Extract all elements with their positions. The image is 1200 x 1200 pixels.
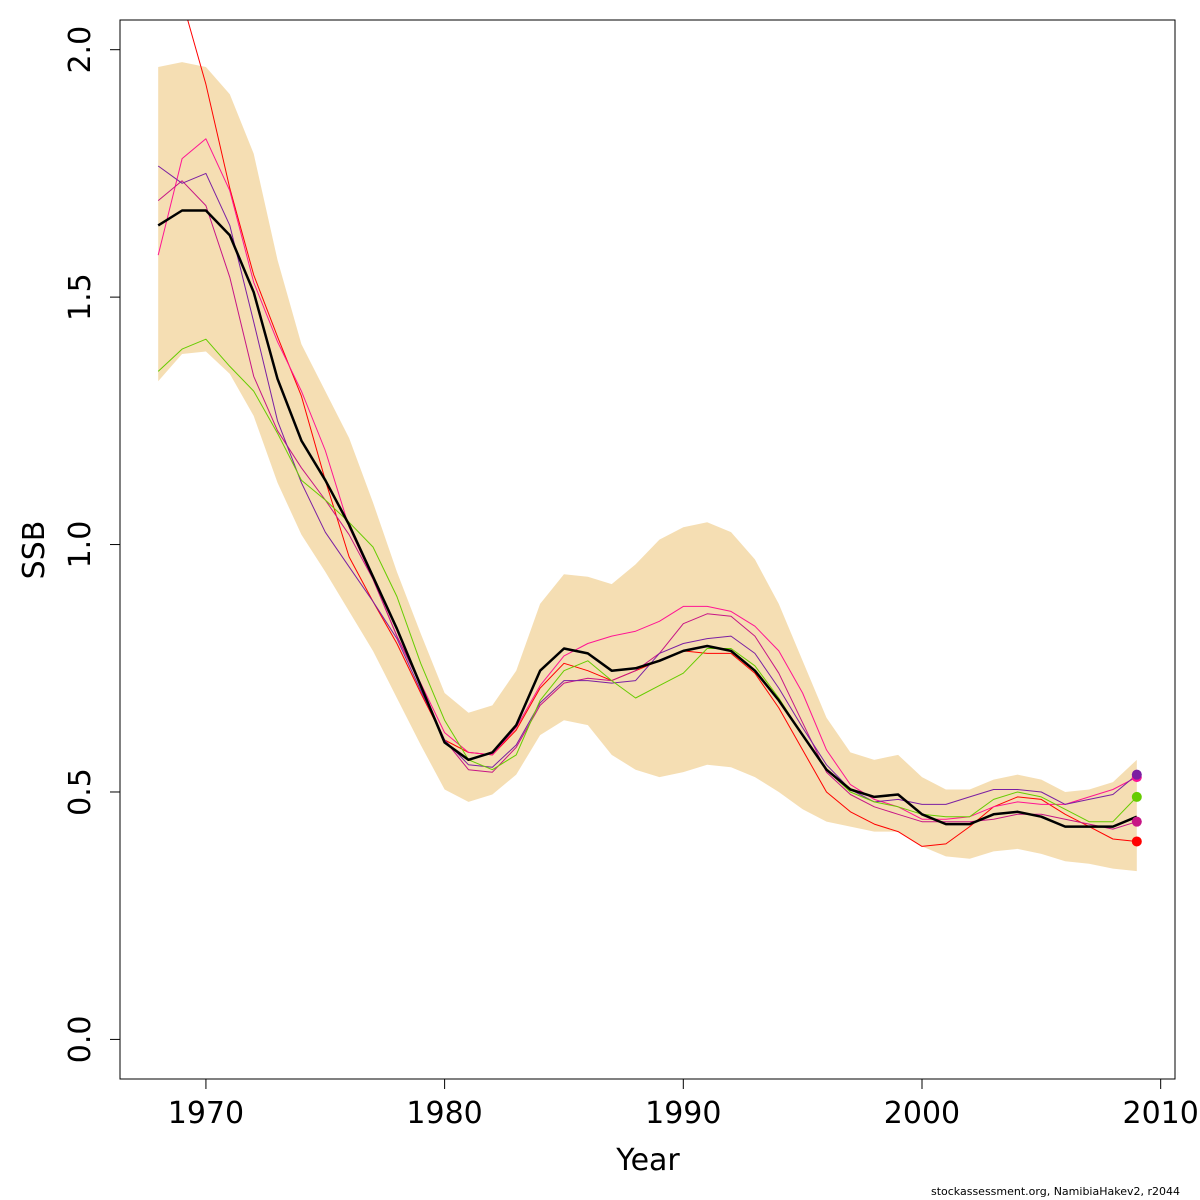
series-line-0 [157, 209, 1138, 828]
x-tick-label-1990: 1990 [645, 1096, 721, 1131]
x-tick-label-2010: 2010 [1122, 1096, 1198, 1131]
y-tick-label-0.5: 0.5 [63, 768, 98, 816]
series-endpoint-5 [1131, 791, 1142, 802]
confidence-band-layer [158, 62, 1137, 872]
series-layer [157, 20, 1138, 847]
y-axis: 0.0 0.5 1.0 1.5 2.0 [63, 26, 120, 1063]
x-tick-label-1980: 1980 [406, 1096, 482, 1131]
series-line-4 [157, 165, 1138, 805]
series-endpoint-3 [1131, 816, 1142, 827]
y-axis-title: SSB [17, 521, 52, 580]
y-tick-label-0.0: 0.0 [63, 1016, 98, 1064]
credit-text: stockassessment.org, NamibiaHakev2, r204… [931, 1185, 1180, 1198]
y-tick-label-1.0: 1.0 [63, 521, 98, 569]
x-axis-title: Year [615, 1143, 680, 1178]
x-tick-label-1970: 1970 [168, 1096, 244, 1131]
series-line-5 [157, 338, 1138, 823]
plot-frame [119, 19, 1176, 1080]
series-line-2 [157, 138, 1138, 820]
endpoint-points-layer [1131, 769, 1142, 847]
x-axis: 1970 1980 1990 2000 2010 [168, 1079, 1199, 1131]
confidence-band [158, 62, 1137, 872]
y-tick-label-2.0: 2.0 [63, 26, 98, 74]
series-endpoint-4 [1131, 769, 1142, 780]
series-endpoint-1 [1131, 836, 1142, 847]
y-tick-label-1.5: 1.5 [63, 273, 98, 321]
x-tick-label-2000: 2000 [884, 1096, 960, 1131]
